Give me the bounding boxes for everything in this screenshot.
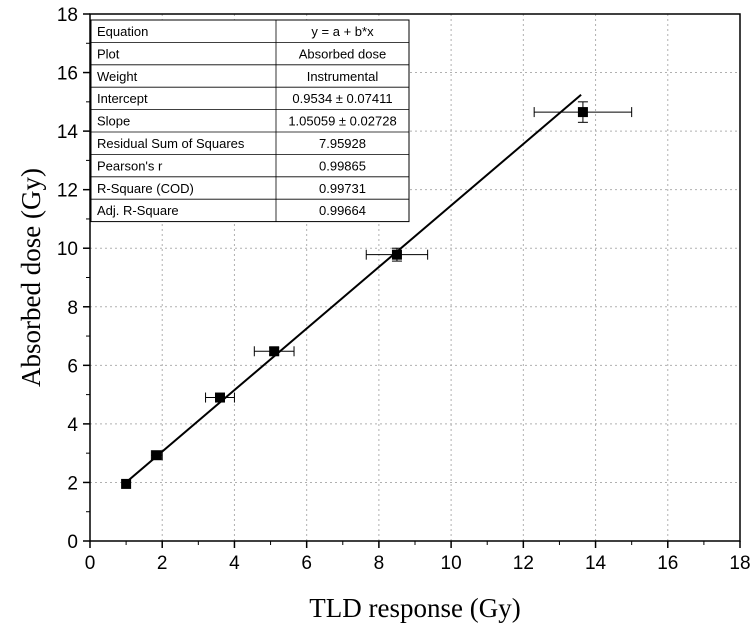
stats-value: y = a + b*x [311, 24, 374, 39]
grid-lines [90, 14, 740, 541]
y-axis-title: Absorbed dose (Gy) [16, 168, 46, 387]
y-tick-label: 16 [57, 64, 78, 85]
y-tick-label: 18 [57, 5, 78, 26]
stats-label: Intercept [97, 91, 148, 106]
stats-label: Weight [97, 69, 138, 84]
stats-label: Pearson's r [97, 158, 163, 173]
stats-value: 0.99664 [319, 203, 366, 218]
fit-statistics-table: Equation y = a + b*x Plot Absorbed dose Weig… [90, 19, 410, 223]
x-tick-label: 16 [657, 553, 678, 574]
linear-fit-line [125, 94, 582, 484]
y-tick-label: 14 [57, 122, 79, 143]
stats-value: 0.99731 [319, 181, 366, 196]
stats-label: Residual Sum of Squares [97, 136, 245, 151]
axis-ticks: 0 2 4 6 8 10 12 14 16 18 0 2 4 6 8 10 12 14 16 18 [57, 5, 751, 574]
data-point [533, 101, 633, 123]
stats-label: Slope [97, 114, 130, 129]
y-tick-label: 4 [67, 415, 78, 436]
x-tick-label: 18 [729, 553, 750, 574]
data-point [253, 346, 295, 357]
y-tick-label: 10 [57, 239, 78, 260]
x-tick-label: 2 [157, 553, 168, 574]
data-point [205, 392, 235, 403]
square-marker [391, 249, 402, 260]
stats-value: 0.99865 [319, 158, 366, 173]
stats-value: 7.95928 [319, 136, 366, 151]
x-tick-label: 12 [513, 553, 534, 574]
data-point [150, 450, 163, 461]
x-tick-label: 4 [229, 553, 240, 574]
data-point [365, 247, 429, 262]
square-marker [269, 346, 280, 357]
square-marker [151, 450, 162, 461]
square-marker [577, 107, 588, 118]
stats-label: Equation [97, 24, 148, 39]
x-tick-label: 6 [301, 553, 312, 574]
stats-value: Instrumental [307, 69, 379, 84]
square-marker [215, 392, 225, 403]
stats-label: Plot [97, 46, 120, 61]
x-tick-label: 0 [85, 553, 96, 574]
x-tick-label: 8 [374, 553, 385, 574]
x-tick-label: 14 [585, 553, 607, 574]
y-tick-label: 2 [67, 473, 78, 494]
stats-label: Adj. R-Square [97, 203, 179, 218]
data-points [121, 101, 633, 489]
x-axis-title: TLD response (Gy) [309, 593, 520, 623]
stats-value: 1.05059 ± 0.02728 [288, 114, 396, 129]
data-point [121, 478, 132, 489]
fit-line-group [125, 94, 582, 484]
stats-table-frame [90, 19, 410, 223]
y-tick-label: 12 [57, 181, 78, 202]
stats-label: R-Square (COD) [97, 181, 194, 196]
y-tick-label: 0 [67, 532, 78, 553]
x-tick-label: 10 [441, 553, 462, 574]
square-marker [121, 478, 132, 489]
stats-value: Absorbed dose [299, 46, 386, 61]
y-tick-label: 6 [67, 356, 78, 377]
y-tick-label: 8 [67, 298, 78, 319]
stats-value: 0.9534 ± 0.07411 [292, 91, 392, 106]
